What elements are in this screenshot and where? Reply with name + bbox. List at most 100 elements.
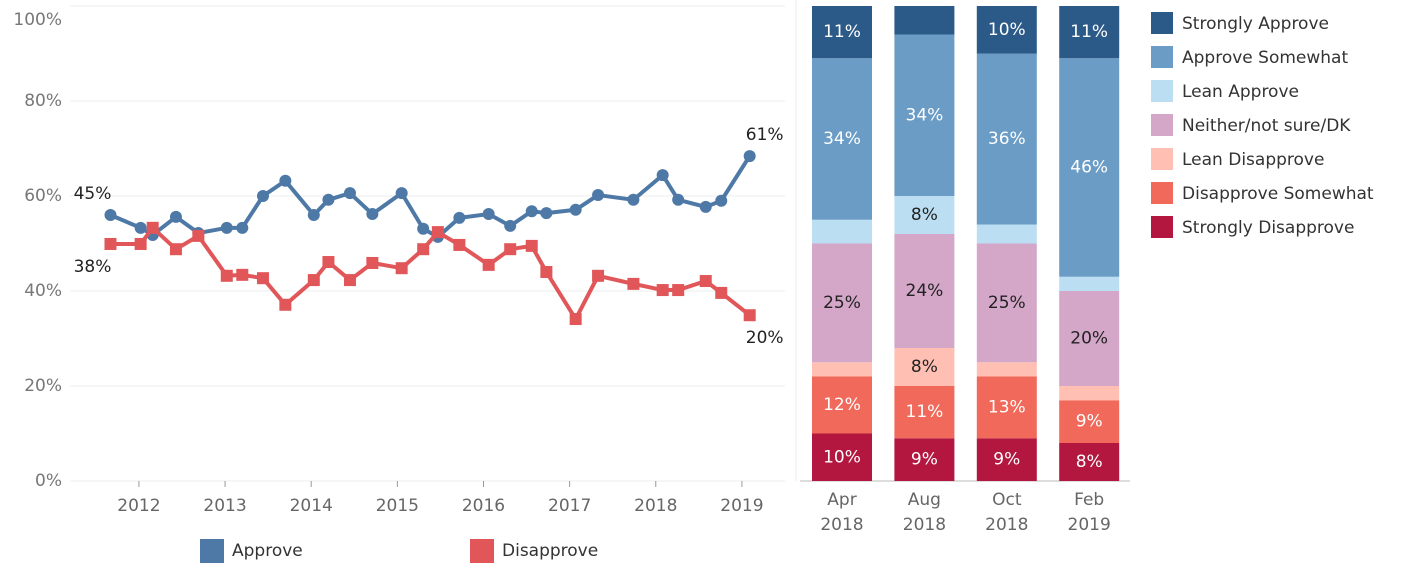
x-tick-label: 2014 [290,496,333,516]
point [366,208,379,221]
bar-segment [976,224,1037,244]
point [504,219,517,232]
value-label: 11% [1070,22,1108,42]
legend-label: Lean Approve [1182,82,1299,102]
point [256,190,269,202]
y-tick-label: 20% [24,376,62,396]
point [482,258,495,271]
value-label: 12% [823,395,861,415]
point [743,309,756,322]
legend-swatch [470,539,494,563]
bar-segment [812,362,872,377]
value-label: 24% [906,281,944,301]
bar-segment [1059,291,1120,386]
point [525,205,538,218]
legend-swatch [1151,12,1173,34]
legend-label: Neither/not sure/DK [1182,116,1351,136]
x-tick-label: 2012 [117,496,160,516]
point [453,211,466,224]
x-tick-label: 2015 [376,496,419,516]
point [146,221,159,234]
legend-label: Approve [232,541,303,561]
value-label: 8% [911,357,938,377]
point [569,203,582,216]
bar-segment [1059,58,1120,277]
bar-segment [976,376,1037,439]
legend-label: Lean Disapprove [1182,150,1324,170]
bar-segment [812,58,872,220]
point [169,243,182,256]
x-tick-label: Feb 2019 [1067,490,1111,535]
legend-label: Strongly Approve [1182,14,1329,34]
point [220,221,233,234]
bar-segment [894,6,955,35]
series-line [110,225,751,322]
point [104,237,117,250]
point [453,238,466,251]
bar-segment [976,438,1037,481]
point [504,243,517,256]
legend-swatch [1151,216,1173,238]
annotation: 20% [746,328,784,348]
point [699,200,712,213]
bar-segment [812,376,872,434]
point [627,277,640,290]
point [134,237,147,250]
legend-label: Strongly Disapprove [1182,218,1354,238]
y-tick-label: 0% [35,471,62,491]
point [192,229,205,242]
y-tick-label: 80% [24,91,62,111]
point [256,272,269,285]
value-label: 34% [906,105,944,125]
bar-segment [812,433,872,481]
legend-label: Disapprove Somewhat [1182,184,1374,204]
x-tick-label: 2013 [203,496,246,516]
value-label: 8% [911,205,938,225]
legend-swatch [1151,80,1173,102]
point [279,174,292,187]
bar-segment [894,34,955,196]
point [482,208,495,221]
bar-segment [894,196,955,234]
point [569,313,582,326]
point [417,222,430,235]
x-tick-label: 2018 [634,496,677,516]
annotation: 45% [74,184,112,204]
point [279,298,292,311]
point [743,150,756,163]
point [656,169,669,182]
point [169,210,182,223]
bar-segment [894,348,955,386]
value-label: 10% [988,20,1026,40]
point [366,256,379,269]
legend-swatch [1151,182,1173,204]
point [307,209,320,221]
value-label: 20% [1070,329,1108,349]
point [307,274,320,287]
point [322,256,335,269]
x-tick-label: Oct 2018 [985,490,1029,535]
point [540,207,553,220]
annotation: 61% [746,125,784,145]
point [343,274,356,287]
legend-swatch [1151,46,1173,68]
bar-segment [1059,400,1120,443]
legend-label: Approve Somewhat [1182,48,1348,68]
point [540,266,553,278]
value-label: 8% [1076,452,1103,472]
point [395,187,408,200]
bar-segment [1059,386,1120,401]
bar-segment [1059,6,1120,59]
bar-segment [812,6,872,59]
y-tick-label: 60% [24,186,62,206]
point [672,284,685,297]
value-label: 9% [993,450,1020,470]
value-label: 11% [906,402,944,422]
point [592,189,605,202]
value-label: 25% [823,293,861,313]
point [134,221,147,234]
point [236,221,249,234]
value-label: 9% [911,450,938,470]
point [395,262,408,275]
